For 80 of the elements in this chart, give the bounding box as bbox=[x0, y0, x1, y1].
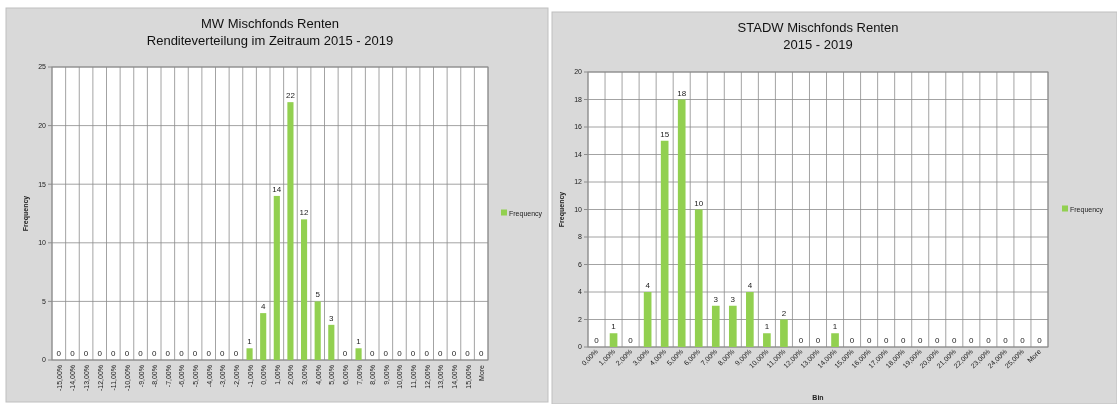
bar bbox=[273, 195, 280, 360]
data-label: 0 bbox=[900, 336, 906, 345]
data-label: 0 bbox=[83, 349, 89, 358]
bar bbox=[831, 333, 839, 347]
bar bbox=[711, 305, 720, 347]
data-label: 0 bbox=[151, 349, 157, 358]
bar bbox=[694, 209, 703, 347]
data-label: 1 bbox=[356, 337, 362, 347]
data-label: 0 bbox=[165, 349, 171, 358]
data-label: 0 bbox=[342, 349, 348, 358]
data-label: 0 bbox=[70, 349, 76, 358]
bar bbox=[246, 348, 253, 360]
bar bbox=[355, 348, 362, 360]
data-label: 0 bbox=[883, 336, 889, 345]
data-label: 0 bbox=[397, 349, 403, 358]
data-label: 0 bbox=[849, 336, 855, 345]
data-label: 4 bbox=[747, 281, 753, 290]
bar bbox=[314, 301, 321, 360]
data-label: 0 bbox=[410, 349, 416, 358]
bar bbox=[660, 140, 669, 347]
data-label: 0 bbox=[1037, 336, 1043, 345]
data-label: 0 bbox=[124, 349, 130, 358]
data-label: 2 bbox=[781, 308, 787, 318]
data-label: 0 bbox=[918, 336, 923, 345]
data-label: 1 bbox=[247, 337, 253, 347]
data-label: 0 bbox=[866, 336, 872, 345]
data-label: 0 bbox=[97, 349, 103, 358]
data-label: 14 bbox=[272, 184, 282, 194]
data-label: 12 bbox=[299, 208, 310, 218]
bar bbox=[677, 99, 686, 347]
data-label: 0 bbox=[594, 336, 600, 345]
bar bbox=[301, 219, 308, 360]
data-label: 0 bbox=[935, 336, 941, 345]
data-label: 0 bbox=[969, 336, 975, 345]
data-label: 4 bbox=[645, 281, 651, 290]
data-label: 10 bbox=[694, 198, 704, 208]
data-label: 0 bbox=[383, 349, 389, 358]
bar bbox=[643, 292, 652, 347]
bar bbox=[780, 319, 788, 347]
data-label: 3 bbox=[713, 294, 719, 304]
data-label: 3 bbox=[730, 294, 736, 304]
data-label: 0 bbox=[478, 349, 484, 358]
data-label: 1 bbox=[611, 322, 617, 332]
bar bbox=[763, 333, 771, 347]
bar bbox=[287, 102, 294, 360]
data-label: 0 bbox=[220, 349, 226, 358]
data-label: 0 bbox=[438, 349, 444, 358]
bar bbox=[728, 305, 737, 347]
data-label: 1 bbox=[764, 322, 770, 332]
data-label: 0 bbox=[1020, 336, 1026, 345]
data-label: 3 bbox=[329, 313, 335, 323]
data-label: 0 bbox=[369, 349, 375, 358]
data-label: 0 bbox=[451, 349, 457, 358]
data-label: 1 bbox=[832, 322, 838, 332]
data-label: 0 bbox=[424, 349, 430, 358]
data-label: 0 bbox=[111, 349, 117, 358]
data-label: 22 bbox=[285, 91, 296, 101]
data-label: 15 bbox=[660, 129, 670, 139]
data-label: 0 bbox=[56, 349, 62, 358]
data-label: 0 bbox=[1003, 336, 1009, 345]
data-label: 0 bbox=[138, 349, 144, 358]
data-label: 0 bbox=[798, 336, 804, 345]
data-label: 18 bbox=[677, 88, 687, 98]
bar bbox=[609, 333, 618, 347]
chart-title: STADW Mischfonds Renten 2015 - 2019 bbox=[737, 20, 899, 52]
data-label: 0 bbox=[815, 336, 821, 345]
chart-title: MW Mischfonds Renten Renditeverteilung im Zeitraum 2015 - 2019 bbox=[146, 16, 394, 48]
data-label: 0 bbox=[233, 349, 239, 358]
data-label: 0 bbox=[628, 336, 634, 345]
data-label: 5 bbox=[315, 290, 321, 300]
data-label: 0 bbox=[192, 349, 198, 358]
data-label: 0 bbox=[986, 336, 992, 345]
data-label: 0 bbox=[952, 336, 958, 345]
bar bbox=[260, 313, 267, 360]
bar bbox=[328, 324, 335, 360]
data-label: 0 bbox=[465, 349, 471, 358]
bar bbox=[746, 292, 754, 347]
data-label: 0 bbox=[206, 349, 212, 358]
data-label: 4 bbox=[260, 302, 266, 312]
data-label: 0 bbox=[179, 349, 185, 358]
